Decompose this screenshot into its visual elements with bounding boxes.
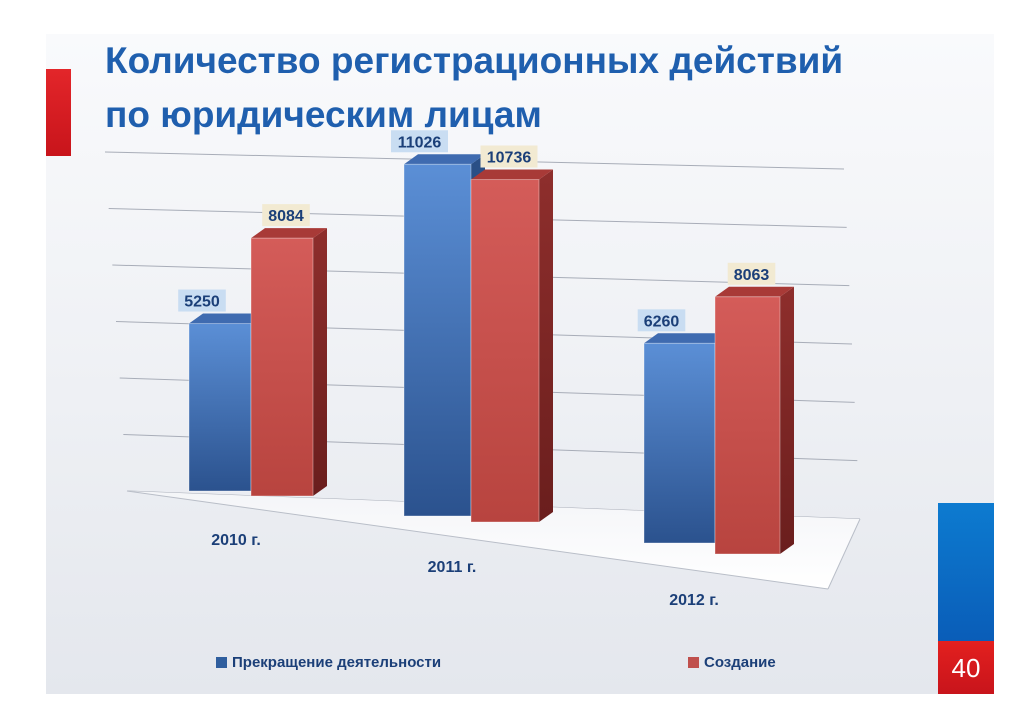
bar-series [188, 154, 794, 555]
bar-front-face [714, 296, 781, 555]
data-label-bg [262, 204, 310, 227]
data-label-bg [178, 289, 226, 312]
data-label-bg [727, 262, 776, 285]
bar-front-face [250, 237, 314, 497]
data-label: 5250 [184, 294, 220, 311]
bar-top-face [715, 286, 794, 297]
bar-side-face [780, 286, 794, 554]
bar-front-face [188, 323, 252, 492]
legend-swatch-creation [688, 657, 699, 668]
page-box-red-block [938, 641, 994, 694]
page-number: 40 [951, 653, 981, 683]
bar-side-face [539, 169, 553, 522]
data-label: 10736 [487, 150, 532, 167]
bar-creation-1 [470, 169, 553, 523]
data-label: 11026 [398, 134, 442, 151]
data-label-bg [637, 309, 686, 332]
bar-top-face [189, 313, 265, 324]
slide-title: Количество регистрационных действий по ю… [105, 34, 965, 142]
category-tick-label: 2010 г. [211, 532, 261, 549]
category-tick-label: 2011 г. [428, 559, 477, 576]
title-accent-bar [46, 69, 71, 156]
page-box-blue-block [938, 503, 994, 641]
legend-swatch-termination [216, 657, 227, 668]
floor-right-edge [827, 518, 861, 590]
bar-side-face [313, 228, 327, 496]
bar-creation-0 [250, 228, 327, 497]
data-label: 6260 [644, 313, 680, 330]
data-labels: 5250 11026 6260 8084 10736 8063 [178, 130, 776, 332]
bar-creation-2 [714, 286, 794, 555]
chart-legend: Прекращение деятельности Создание [0, 654, 1023, 676]
bar-front-face [403, 163, 472, 517]
data-label-bg [391, 130, 448, 153]
bar-top-face [404, 154, 485, 165]
legend-label-termination: Прекращение деятельности [232, 654, 442, 671]
bar-front-face [643, 342, 716, 544]
data-label: 8063 [734, 267, 770, 284]
legend-item-termination: Прекращение деятельности [216, 654, 441, 671]
bar-front-face [470, 179, 540, 523]
floor-front-edge [126, 490, 829, 590]
bar-top-face [471, 169, 553, 180]
bar-top-face [251, 228, 327, 239]
data-label: 8084 [268, 208, 304, 225]
page-number-box: 40 [938, 503, 994, 694]
slide-title-line-2: по юридическим лицам [105, 94, 542, 135]
legend-label-creation: Создание [704, 654, 776, 671]
slide-title-line-1: Количество регистрационных действий [105, 40, 844, 81]
category-tick-label: 2012 г. [669, 592, 719, 609]
category-axis: 2010 г. 2011 г. 2012 г. [211, 532, 719, 609]
bar-top-face [644, 333, 729, 344]
data-label-bg [480, 145, 538, 168]
legend-item-creation: Создание [688, 654, 776, 671]
